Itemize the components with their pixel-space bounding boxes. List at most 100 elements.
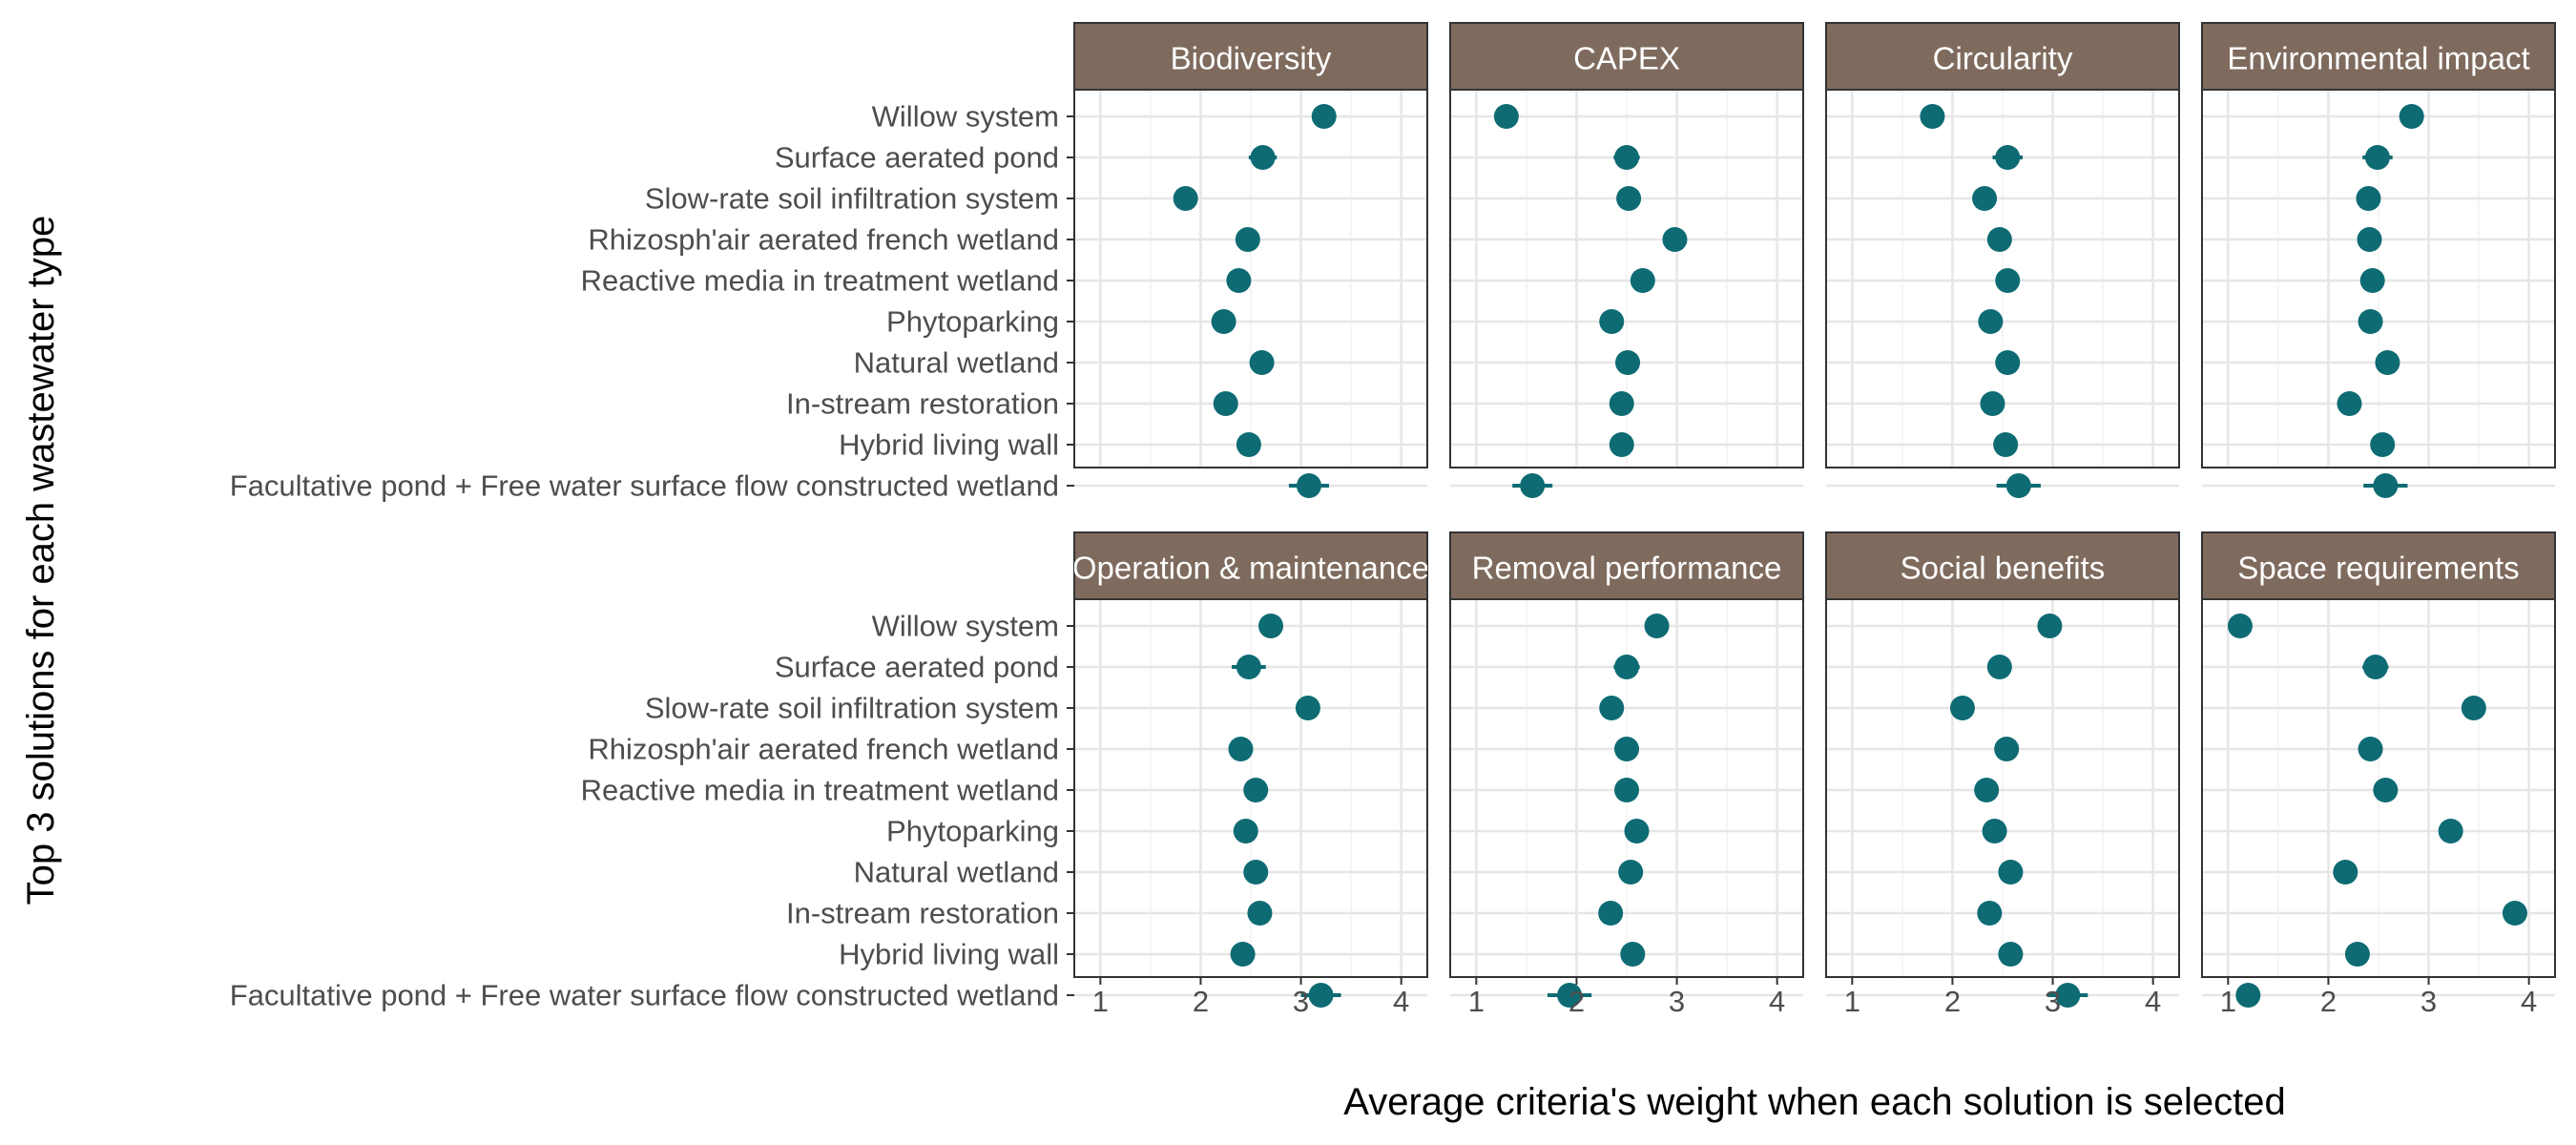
facet-title-social-benefits: Social benefits [1901,551,2106,586]
data-point-reactive-media-in-treatment-wetland [1630,268,1655,293]
category-label-natural-wetland: Natural wetland [854,346,1059,380]
panel-border [1073,89,1428,468]
x-tick-label: 1 [1468,985,1485,1018]
facet-panel-removal-performance: Removal performance 1 2 3 4 [1449,531,1804,1018]
x-tick-label: 2 [1193,985,1209,1018]
category-label-slow-rate-soil-infiltration-system: Slow-rate soil infiltration system [645,692,1059,725]
data-point-slow-rate-soil-infiltration-system [1295,696,1320,720]
data-point-natural-wetland [1995,350,2021,375]
category-label-facultative-pond-free-water-surface-flow-constructed-wetland: Facultative pond + Free water surface fl… [230,469,1059,503]
data-point-surface-aerated-pond [1986,655,2012,679]
facet-panel-space-requirements: Space requirements 1 2 3 4 [2201,531,2556,1018]
data-point-hybrid-living-wall [1236,432,1261,457]
data-point-hybrid-living-wall [2344,942,2370,967]
category-label-phytoparking: Phytoparking [886,305,1059,339]
panel-border [1825,89,2180,468]
x-tick-label: 2 [1944,985,1961,1018]
facet-title-removal-performance: Removal performance [1472,551,1782,586]
panel-border [2201,89,2556,468]
strip-background [1449,531,1804,600]
data-point-reactive-media-in-treatment-wetland [1974,778,2000,802]
data-point-willow-system [1920,104,1945,129]
x-tick-label: 1 [1844,985,1860,1018]
panel-border [1825,598,2180,978]
data-point-reactive-media-in-treatment-wetland [2359,268,2385,293]
data-point-surface-aerated-pond [2362,655,2388,679]
x-tick-label: 4 [1769,985,1785,1018]
data-point-phytoparking [1599,309,1625,334]
data-point-facultative-pond-free-water-surface-flow-constructed-wetland [1520,473,1546,498]
x-tick-label: 1 [1092,985,1109,1018]
x-tick-label: 3 [2045,985,2061,1018]
data-point-rhizosph-air-aerated-french-wetland [1614,737,1639,761]
data-point-rhizosph-air-aerated-french-wetland [1986,227,2012,252]
category-label-facultative-pond-free-water-surface-flow-constructed-wetland: Facultative pond + Free water surface fl… [230,979,1059,1012]
x-tick-label: 2 [2320,985,2337,1018]
data-point-reactive-media-in-treatment-wetland [1995,268,2021,293]
data-point-rhizosph-air-aerated-french-wetland [1662,227,1688,252]
data-point-surface-aerated-pond [1614,655,1639,679]
data-point-in-stream-restoration [2337,391,2362,416]
data-point-surface-aerated-pond [1995,145,2021,170]
data-point-phytoparking [1233,819,1258,843]
category-label-in-stream-restoration: In-stream restoration [786,897,1059,930]
facet-title-capex: CAPEX [1573,41,1680,76]
data-point-reactive-media-in-treatment-wetland [2373,778,2399,802]
data-point-surface-aerated-pond [1614,145,1639,170]
data-point-slow-rate-soil-infiltration-system [1599,696,1625,720]
facet-panel-capex: CAPEX [1449,22,1804,498]
category-label-natural-wetland: Natural wetland [854,856,1059,889]
category-label-rhizosph-air-aerated-french-wetland: Rhizosph'air aerated french wetland [588,223,1059,257]
category-label-surface-aerated-pond: Surface aerated pond [775,651,1059,684]
data-point-in-stream-restoration [1980,391,2005,416]
data-point-rhizosph-air-aerated-french-wetland [1994,737,2020,761]
category-label-slow-rate-soil-infiltration-system: Slow-rate soil infiltration system [645,182,1059,216]
data-point-phytoparking [2438,819,2463,843]
strip-background [1449,22,1804,91]
data-point-in-stream-restoration [1609,391,1634,416]
category-label-reactive-media-in-treatment-wetland: Reactive media in treatment wetland [581,264,1059,298]
facet-panel-operation-maintenance: Operation & maintenance 1 2 3 4 [1073,531,1428,1018]
data-point-phytoparking [1978,309,2004,334]
data-point-willow-system [2227,614,2253,638]
category-label-hybrid-living-wall: Hybrid living wall [839,938,1059,971]
data-point-hybrid-living-wall [1993,432,2019,457]
category-label-rhizosph-air-aerated-french-wetland: Rhizosph'air aerated french wetland [588,733,1059,766]
data-point-surface-aerated-pond [1236,655,1261,679]
data-point-in-stream-restoration [1213,391,1238,416]
data-point-surface-aerated-pond [1250,145,1276,170]
category-label-in-stream-restoration: In-stream restoration [786,387,1059,421]
data-point-rhizosph-air-aerated-french-wetland [1228,737,1254,761]
panel-border [2201,598,2556,978]
category-label-hybrid-living-wall: Hybrid living wall [839,428,1059,462]
data-point-slow-rate-soil-infiltration-system [2356,186,2381,211]
data-point-in-stream-restoration [1247,901,1273,926]
data-point-rhizosph-air-aerated-french-wetland [1235,227,1260,252]
data-point-rhizosph-air-aerated-french-wetland [2358,737,2383,761]
data-point-natural-wetland [1998,860,2024,885]
facet-panel-environmental-impact: Environmental impact [2201,22,2556,498]
category-label-willow-system: Willow system [872,100,1059,134]
x-tick-label: 3 [1293,985,1309,1018]
data-point-slow-rate-soil-infiltration-system [1616,186,1642,211]
data-point-willow-system [1258,614,1284,638]
facet-panel-social-benefits: Social benefits 1 2 3 4 [1825,531,2180,1018]
strip-background [1073,531,1428,600]
data-point-natural-wetland [2375,350,2400,375]
data-point-willow-system [1493,104,1519,129]
x-tick-label: 2 [1568,985,1585,1018]
data-point-hybrid-living-wall [2370,432,2396,457]
data-point-slow-rate-soil-infiltration-system [1949,696,1975,720]
data-point-phytoparking [1624,819,1650,843]
data-point-hybrid-living-wall [1620,942,1646,967]
x-tick-label: 4 [2145,985,2161,1018]
facet-title-circularity: Circularity [1933,41,2073,76]
data-point-slow-rate-soil-infiltration-system [1972,186,1998,211]
data-point-natural-wetland [1618,860,1644,885]
facet-panel-biodiversity: Biodiversity [1073,22,1428,498]
data-point-phytoparking [1211,309,1236,334]
data-point-hybrid-living-wall [1609,432,1634,457]
x-tick-label: 4 [2521,985,2537,1018]
